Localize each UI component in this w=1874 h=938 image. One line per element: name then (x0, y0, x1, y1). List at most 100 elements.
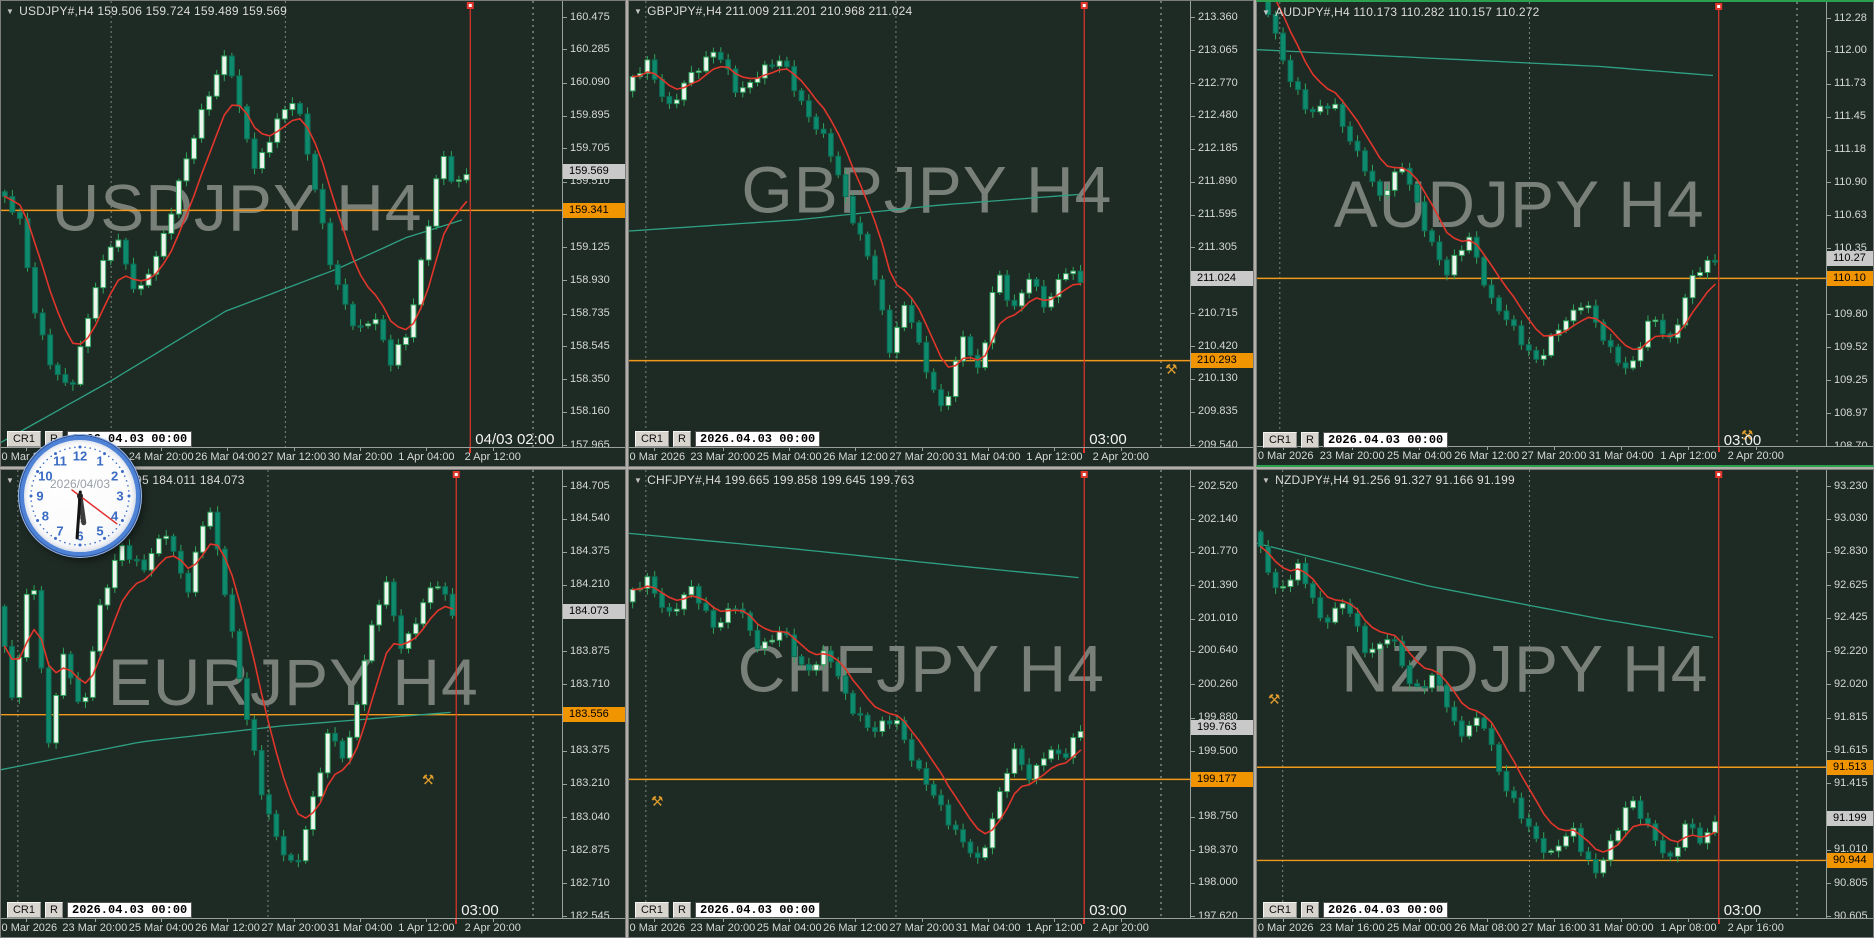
vertical-line-cursor[interactable] (452, 471, 460, 919)
cr1-button[interactable]: CR1 (7, 902, 41, 918)
price-tick-label: 111.45 (1834, 110, 1867, 123)
r-button[interactable]: R (45, 902, 63, 918)
time-tick-mark (1553, 919, 1555, 922)
time-tick-mark (26, 919, 28, 922)
bear-candle (916, 321, 922, 343)
price-tick-mark (563, 551, 567, 553)
bear-candle (312, 153, 319, 190)
chart-canvas-chfjpy[interactable]: CHFJPY H4 ⚒ (629, 470, 1191, 919)
hammer-tools-icon[interactable]: ⚒ (1741, 427, 1754, 443)
vertical-line-cursor[interactable] (466, 2, 474, 448)
price-tick-label: 182.710 (570, 876, 610, 889)
hammer-tools-icon[interactable]: ⚒ (651, 793, 664, 809)
chart-panel-usdjpy[interactable]: USDJPY H4 ▼ USDJPY#,H4 159.506 159.724 159… (0, 0, 626, 467)
bear-candle (1689, 823, 1696, 829)
bull-candle (1548, 334, 1555, 356)
cr1-button[interactable]: CR1 (7, 431, 41, 447)
bull-candle (1615, 830, 1622, 842)
bull-candle (1384, 189, 1391, 196)
time-tick-label: 23 Mar 20:00 (1319, 450, 1385, 462)
time-tick-mark (161, 448, 163, 451)
time-tick-mark (988, 448, 990, 451)
bear-candle (449, 593, 456, 617)
bull-candle (368, 624, 375, 662)
time-tick-label: 30 Mar 20:00 (327, 451, 393, 463)
r-button[interactable]: R (673, 902, 691, 918)
price-tick-mark (1827, 551, 1831, 553)
collapse-arrow-icon[interactable]: ▼ (6, 476, 15, 485)
chart-panel-nzdjpy[interactable]: NZDJPY H4 ⚒ ▼ NZDJPY#,H4 91.256 91.327 91.1… (1256, 469, 1874, 938)
time-tick-mark (1553, 447, 1555, 450)
clock-tick-dot (36, 519, 40, 522)
bear-candle (820, 128, 827, 134)
hammer-tools-icon[interactable]: ⚒ (1165, 361, 1178, 377)
price-tick-mark (1827, 883, 1831, 885)
time-axis-chfjpy: 20 Mar 2026 23 Mar 20:00 25 Mar 04:00 26 Ma… (629, 918, 1253, 937)
bear-candle (1510, 790, 1517, 799)
clock-tick-dot (78, 543, 82, 547)
chart-panel-gbpjpy[interactable]: GBPJPY H4 ⚒ ▼ GBPJPY#,H4 211.009 211.201 21… (628, 0, 1254, 467)
cr1-button[interactable]: CR1 (1263, 432, 1297, 448)
price-tick-label: 91.815 (1834, 711, 1868, 724)
vertical-line-cursor[interactable] (1080, 2, 1088, 448)
price-tick-mark (1827, 916, 1831, 917)
time-tick-label: 23 Mar 20:00 (690, 451, 756, 463)
collapse-arrow-icon[interactable]: ▼ (1262, 8, 1271, 17)
hammer-tools-icon[interactable]: ⚒ (1268, 691, 1281, 707)
time-tick-mark (227, 448, 229, 451)
vline-axis-mark (1083, 448, 1086, 453)
price-tick-label: 92.220 (1834, 644, 1868, 657)
cr1-button[interactable]: CR1 (635, 902, 669, 918)
r-button[interactable]: R (1301, 432, 1319, 448)
price-tick-mark (563, 148, 567, 150)
time-tick-label: 20 Mar 2026 (628, 922, 686, 934)
price-tick-label: 209.835 (1198, 405, 1238, 418)
time-tick-label: 31 Mar 00:00 (1588, 922, 1654, 934)
chart-canvas-nzdjpy[interactable]: NZDJPY H4 ⚒ (1257, 470, 1827, 919)
collapse-arrow-icon[interactable]: ▼ (6, 7, 15, 16)
date-display[interactable]: 2026.04.03 00:00 (695, 902, 821, 918)
chart-panel-audjpy[interactable]: AUDJPY H4 ⚒ ▼ AUDJPY#,H4 110.173 110.282 11… (1256, 0, 1874, 467)
bull-candle (1295, 562, 1301, 581)
chart-canvas-eurjpy[interactable]: EURJPY H4 ⚒ (1, 470, 563, 919)
panel-toolbar-nzdjpy: CR1 R 2026.04.03 00:00 (1263, 902, 1823, 919)
price-tick-label: 201.390 (1198, 578, 1238, 591)
r-button[interactable]: R (1301, 902, 1319, 918)
bull-candle (769, 639, 776, 643)
bear-candle (398, 615, 405, 650)
date-display[interactable]: 2026.04.03 00:00 (695, 431, 821, 447)
bear-candle (1055, 749, 1062, 755)
chart-canvas-gbpjpy[interactable]: GBPJPY H4 ⚒ (629, 1, 1191, 448)
bear-candle (872, 255, 878, 281)
date-display[interactable]: 2026.04.03 00:00 (1323, 432, 1449, 448)
chart-panel-chfjpy[interactable]: CHFJPY H4 ⚒ ▼ CHFJPY#,H4 199.665 199.858 19… (628, 469, 1254, 938)
bear-candle (75, 677, 81, 703)
vertical-line-cursor[interactable] (1080, 471, 1088, 919)
clock-numeral: 3 (116, 488, 124, 504)
vertical-line-cursor[interactable] (1715, 3, 1723, 449)
bull-candle (688, 586, 695, 596)
chart-canvas-audjpy[interactable]: AUDJPY H4 ⚒ (1257, 2, 1827, 449)
collapse-arrow-icon[interactable]: ▼ (634, 476, 643, 485)
bear-candle (1592, 858, 1599, 874)
price-scale-eurjpy: 184.705 184.540 184.375 184.210 183.875 183.7… (562, 470, 625, 922)
r-button[interactable]: R (673, 431, 691, 447)
price-tick-label: 92.830 (1834, 545, 1868, 558)
level-price-badge: 90.944 (1827, 852, 1873, 868)
bear-candle (864, 714, 871, 729)
cr1-button[interactable]: CR1 (635, 431, 669, 447)
date-display[interactable]: 2026.04.03 00:00 (67, 902, 193, 918)
time-tick-label: 25 Mar 04:00 (128, 922, 194, 934)
analog-clock-widget[interactable]: 2026/04/03 A 1 2 3 4 5 6 7 8 9 10 11 12 (20, 436, 140, 556)
current-price-badge: 91.199 (1827, 811, 1873, 827)
hammer-tools-icon[interactable]: ⚒ (422, 772, 435, 788)
clock-tick-dot (99, 450, 101, 453)
vertical-line-cursor[interactable] (1715, 471, 1723, 919)
date-display[interactable]: 2026.04.03 00:00 (1323, 902, 1449, 918)
collapse-arrow-icon[interactable]: ▼ (634, 7, 643, 16)
chart-canvas-usdjpy[interactable]: USDJPY H4 (1, 1, 563, 448)
price-tick-mark (563, 584, 567, 586)
cr1-button[interactable]: CR1 (1263, 902, 1297, 918)
price-tick-label: 213.360 (1198, 10, 1238, 23)
collapse-arrow-icon[interactable]: ▼ (1262, 476, 1271, 485)
